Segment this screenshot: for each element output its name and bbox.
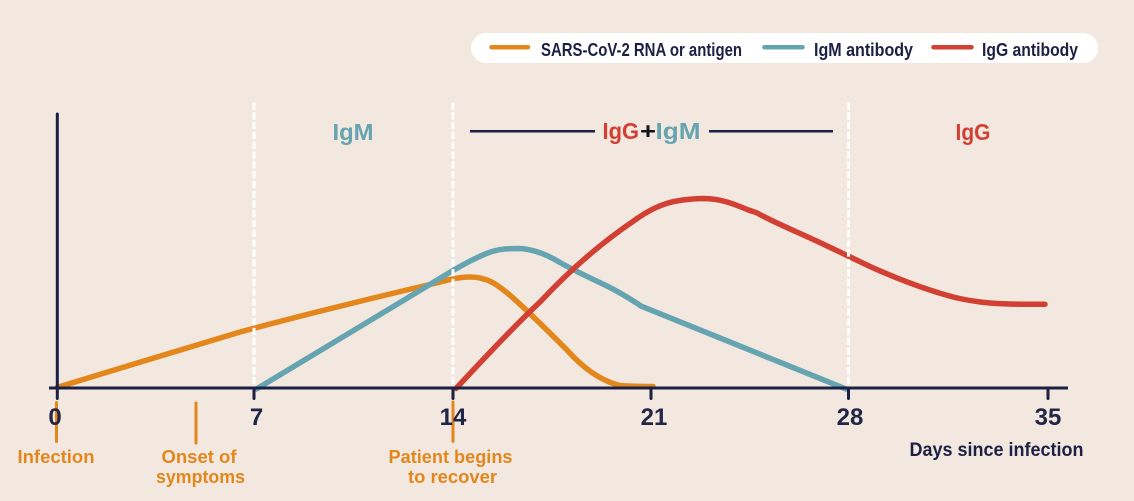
svg-text:Infection: Infection — [18, 447, 95, 467]
svg-text:+: + — [640, 118, 656, 144]
svg-text:Patient begins: Patient begins — [389, 447, 513, 467]
svg-text:7: 7 — [250, 404, 263, 431]
svg-text:symptoms: symptoms — [156, 467, 245, 487]
svg-text:IgG: IgG — [603, 118, 640, 144]
svg-text:Onset of: Onset of — [162, 447, 238, 467]
svg-text:IgG: IgG — [956, 119, 991, 145]
svg-text:to recover: to recover — [408, 467, 497, 487]
svg-text:IgM: IgM — [656, 118, 701, 144]
svg-text:IgM: IgM — [333, 119, 374, 145]
svg-text:28: 28 — [837, 404, 864, 431]
svg-text:IgG antibody: IgG antibody — [982, 40, 1078, 60]
svg-text:21: 21 — [641, 404, 668, 431]
svg-text:0: 0 — [48, 404, 61, 431]
svg-text:35: 35 — [1035, 404, 1062, 431]
svg-text:SARS-CoV-2 RNA or antigen: SARS-CoV-2 RNA or antigen — [541, 40, 742, 60]
svg-text:IgM antibody: IgM antibody — [814, 40, 913, 60]
svg-text:Days since infection: Days since infection — [910, 440, 1084, 461]
svg-text:14: 14 — [440, 404, 467, 431]
